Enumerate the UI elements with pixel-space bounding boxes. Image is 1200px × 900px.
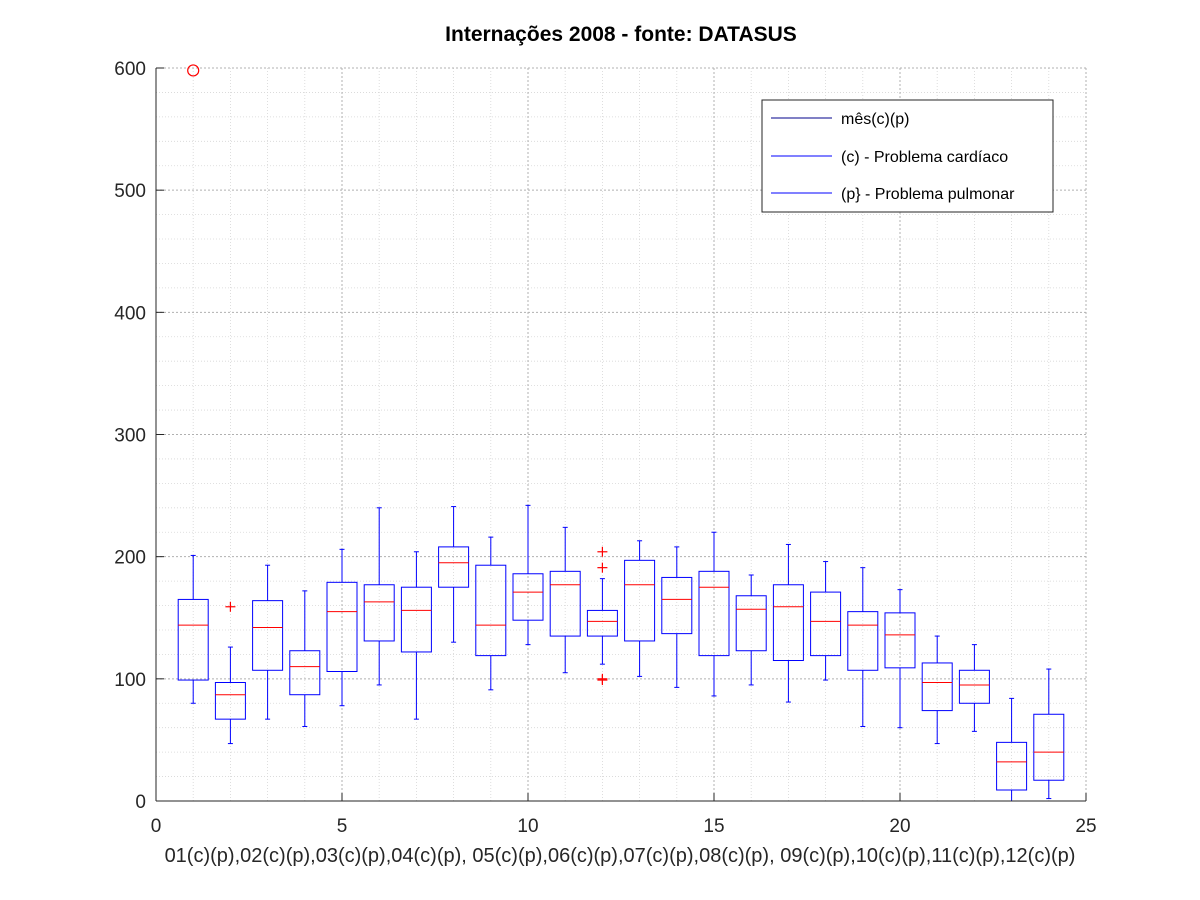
chart-title: Internações 2008 - fonte: DATASUS — [445, 23, 797, 46]
box-iqr — [326, 581, 358, 673]
box-iqr — [363, 584, 395, 642]
box-iqr — [1033, 713, 1065, 781]
box-item — [475, 536, 507, 691]
x-tick-label: 25 — [1075, 816, 1096, 837]
box-item — [996, 697, 1028, 802]
x-tick-label: 5 — [337, 816, 348, 837]
box-iqr — [921, 662, 953, 712]
y-tick-label: 300 — [114, 426, 146, 447]
legend: mês(c)(p) (c) - Problema cardíaco (p} - … — [761, 99, 1054, 213]
y-tick-label: 100 — [114, 670, 146, 691]
box-item — [549, 526, 581, 674]
box-iqr — [586, 609, 618, 637]
legend-entry-1: mês(c)(p) — [841, 111, 909, 128]
box-iqr — [177, 598, 209, 681]
box-item — [921, 635, 953, 745]
y-tick-label: 500 — [114, 181, 146, 202]
box-item — [772, 543, 804, 703]
box-iqr — [958, 669, 990, 704]
box-iqr — [549, 570, 581, 637]
box-item — [289, 590, 321, 727]
axes — [155, 67, 1087, 802]
y-tick-label: 400 — [114, 303, 146, 324]
box-iqr — [996, 741, 1028, 791]
box-item — [438, 506, 470, 643]
box-iqr — [698, 570, 730, 657]
box-iqr — [289, 650, 321, 696]
box-item — [214, 601, 246, 745]
box-item — [884, 589, 916, 729]
outlier-circle — [187, 64, 200, 77]
tick-labels: 0 5 10 15 20 25 0 100 200 300 400 500 600 — [114, 59, 1096, 837]
box-item — [252, 564, 284, 720]
legend-entry-2: (c) - Problema cardíaco — [841, 149, 1008, 166]
box-item — [177, 64, 209, 704]
box-item — [958, 644, 990, 732]
box-item — [698, 531, 730, 697]
box-iqr — [735, 595, 767, 652]
x-tick-label: 15 — [703, 816, 724, 837]
box-item — [847, 567, 879, 727]
box-iqr — [475, 564, 507, 657]
x-tick-label: 0 — [151, 816, 162, 837]
box-iqr — [810, 591, 842, 657]
box-iqr — [884, 612, 916, 669]
box-iqr — [252, 600, 284, 671]
box-iqr — [512, 573, 544, 621]
box-item — [586, 546, 618, 686]
y-tick-label: 0 — [135, 792, 146, 813]
box-iqr — [624, 559, 656, 642]
box-iqr — [772, 584, 804, 662]
box-iqr — [661, 576, 693, 635]
box-item — [735, 574, 767, 686]
box-item — [1033, 668, 1065, 800]
box-iqr — [438, 546, 470, 588]
box-item — [512, 504, 544, 646]
x-tick-label: 20 — [889, 816, 910, 837]
box-item — [326, 548, 358, 707]
box-item — [363, 507, 395, 686]
x-axis-label: 01(c)(p),02(c)(p),03(c)(p),04(c)(p), 05(… — [165, 845, 1076, 867]
box-item — [400, 551, 432, 720]
box-series — [177, 64, 1065, 802]
box-iqr — [847, 611, 879, 671]
legend-entry-3: (p} - Problema pulmonar — [841, 186, 1015, 203]
y-tick-label: 200 — [114, 548, 146, 569]
y-tick-label: 600 — [114, 59, 146, 80]
box-item — [810, 561, 842, 681]
box-item — [661, 546, 693, 688]
x-tick-label: 10 — [517, 816, 538, 837]
box-iqr — [400, 586, 432, 653]
box-item — [624, 540, 656, 677]
box-iqr — [214, 681, 246, 720]
